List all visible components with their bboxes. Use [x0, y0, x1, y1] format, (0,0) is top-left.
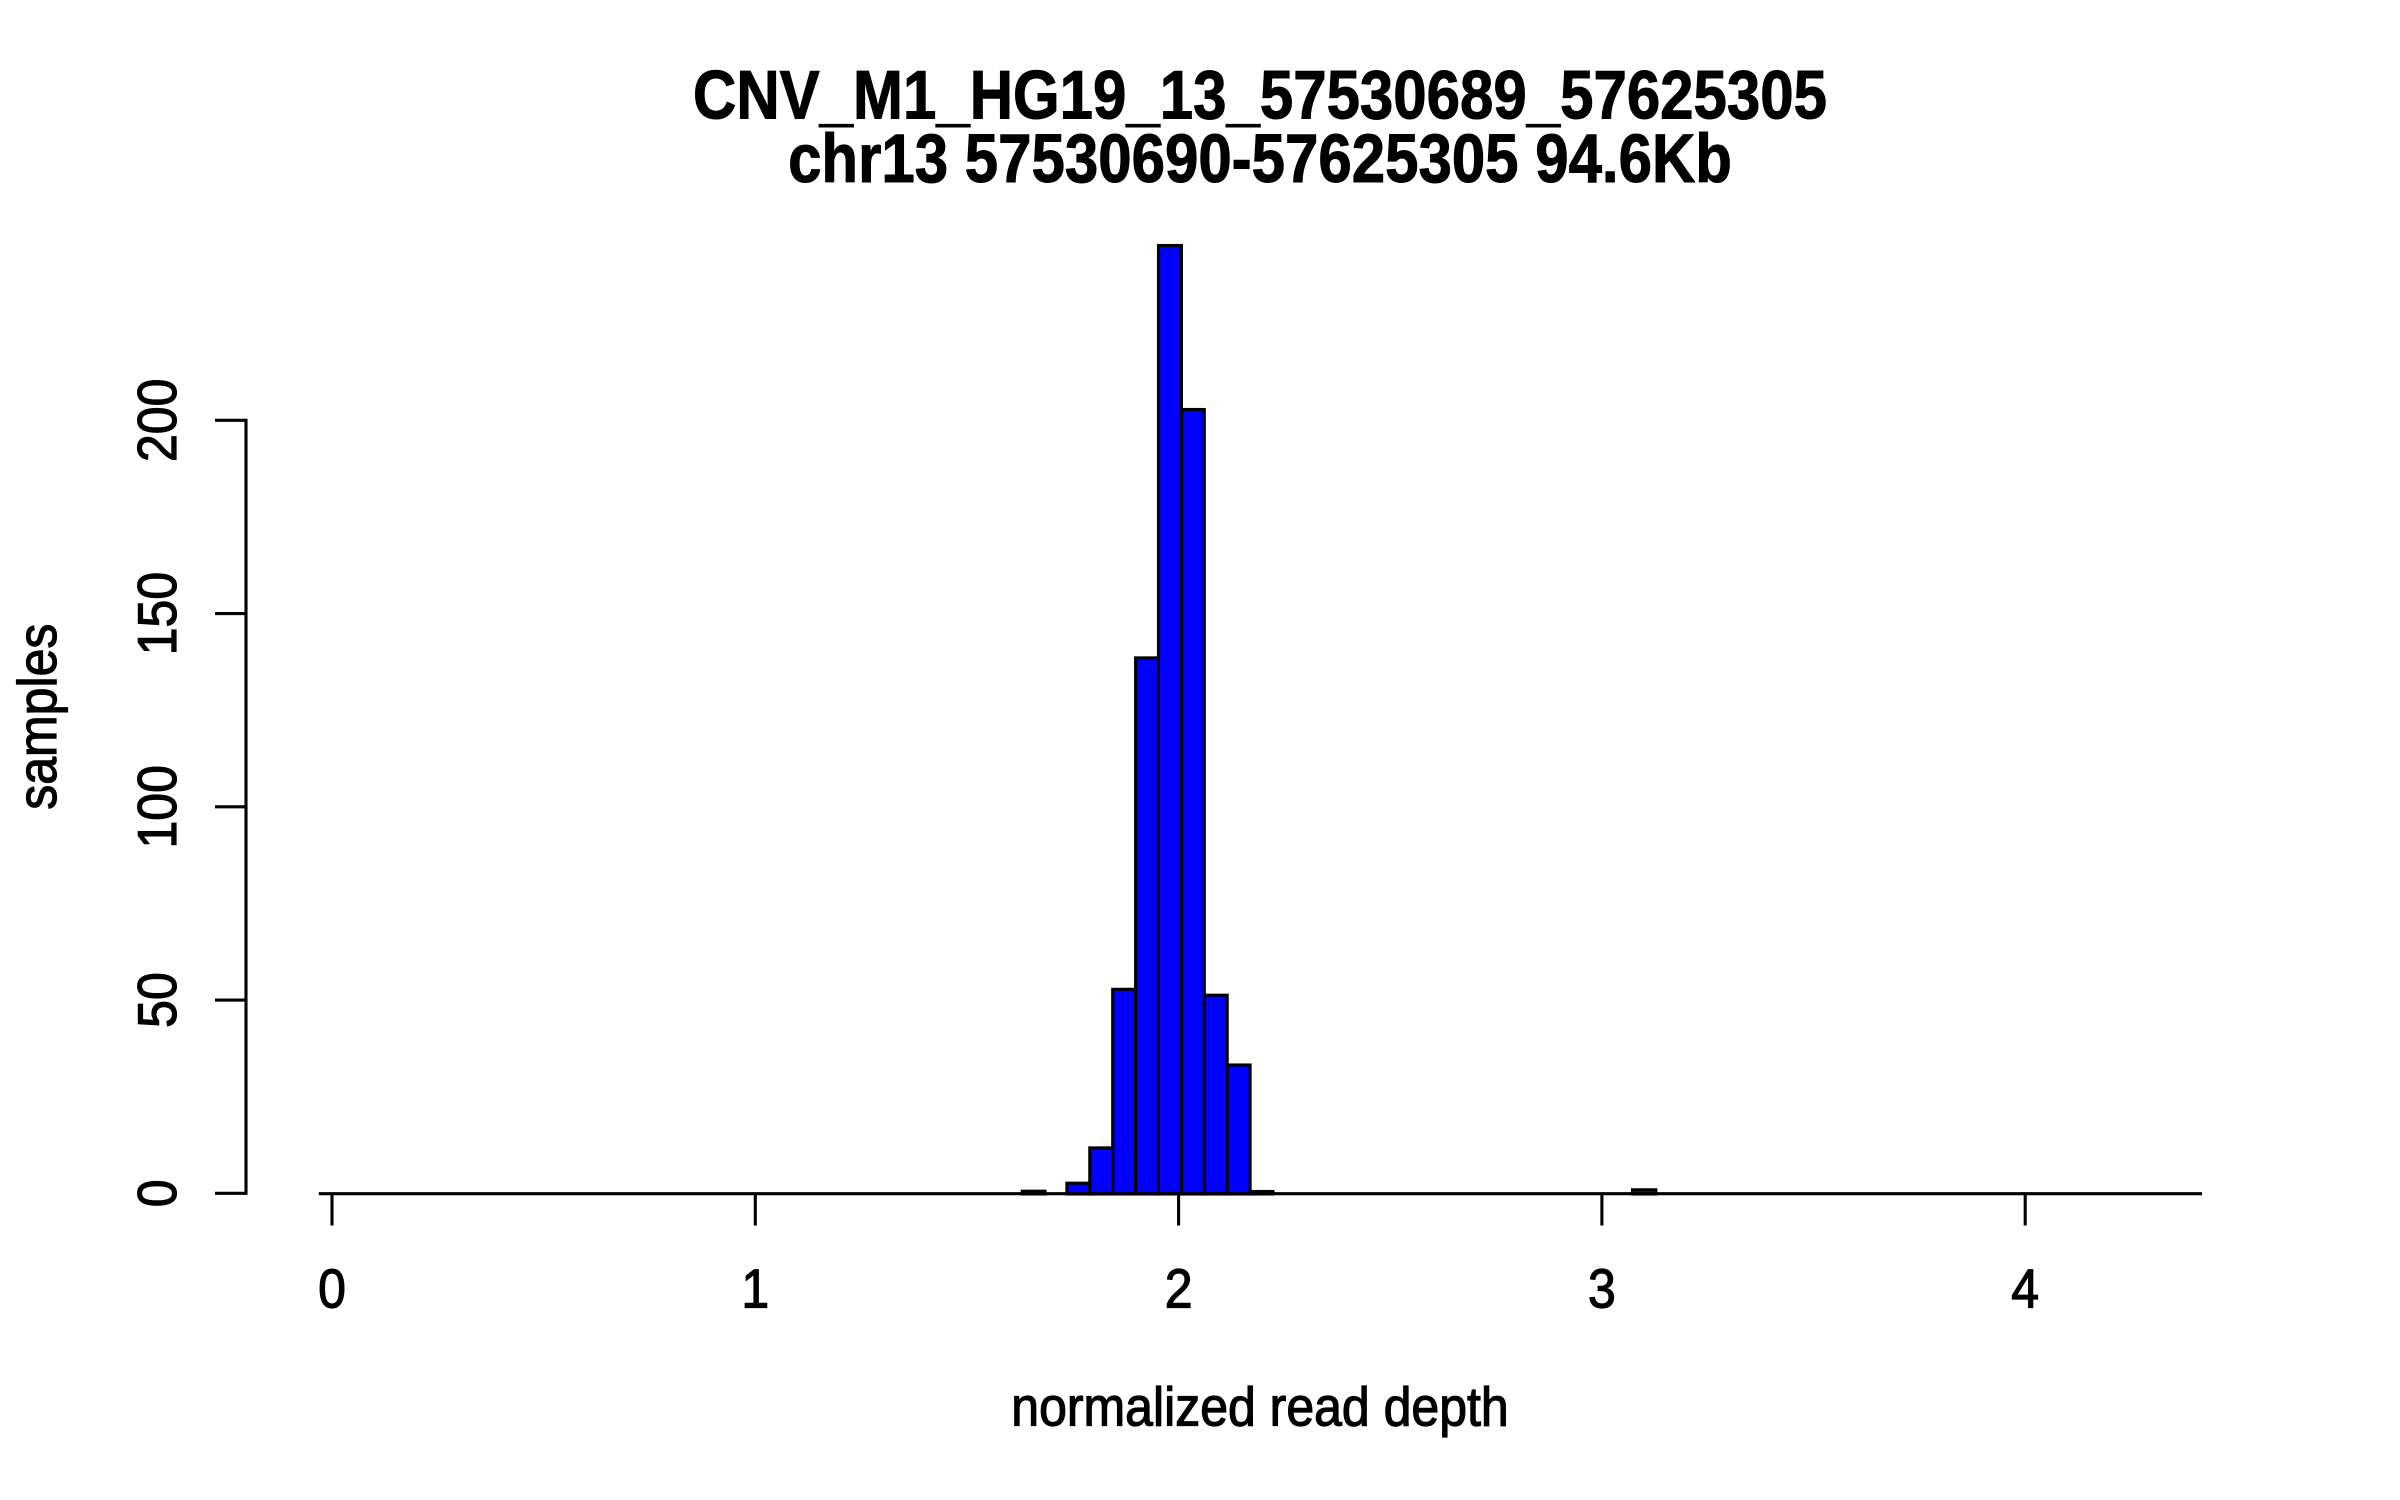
svg-text:100: 100	[127, 765, 189, 848]
svg-text:150: 150	[127, 572, 189, 655]
svg-text:3: 3	[1588, 1258, 1616, 1320]
svg-text:CNV_M1_HG19_13_57530689_576253: CNV_M1_HG19_13_57530689_57625305	[693, 56, 1827, 134]
svg-text:200: 200	[127, 379, 189, 462]
svg-text:2: 2	[1165, 1258, 1193, 1320]
svg-text:4: 4	[2011, 1258, 2039, 1320]
svg-text:0: 0	[127, 1179, 189, 1207]
svg-text:chr13 57530690-57625305 94.6Kb: chr13 57530690-57625305 94.6Kb	[788, 119, 1732, 197]
svg-text:1: 1	[741, 1258, 769, 1320]
svg-text:0: 0	[318, 1258, 346, 1320]
svg-text:samples: samples	[7, 624, 69, 810]
svg-text:normalized read depth: normalized read depth	[1011, 1376, 1508, 1438]
svg-text:50: 50	[127, 972, 189, 1028]
